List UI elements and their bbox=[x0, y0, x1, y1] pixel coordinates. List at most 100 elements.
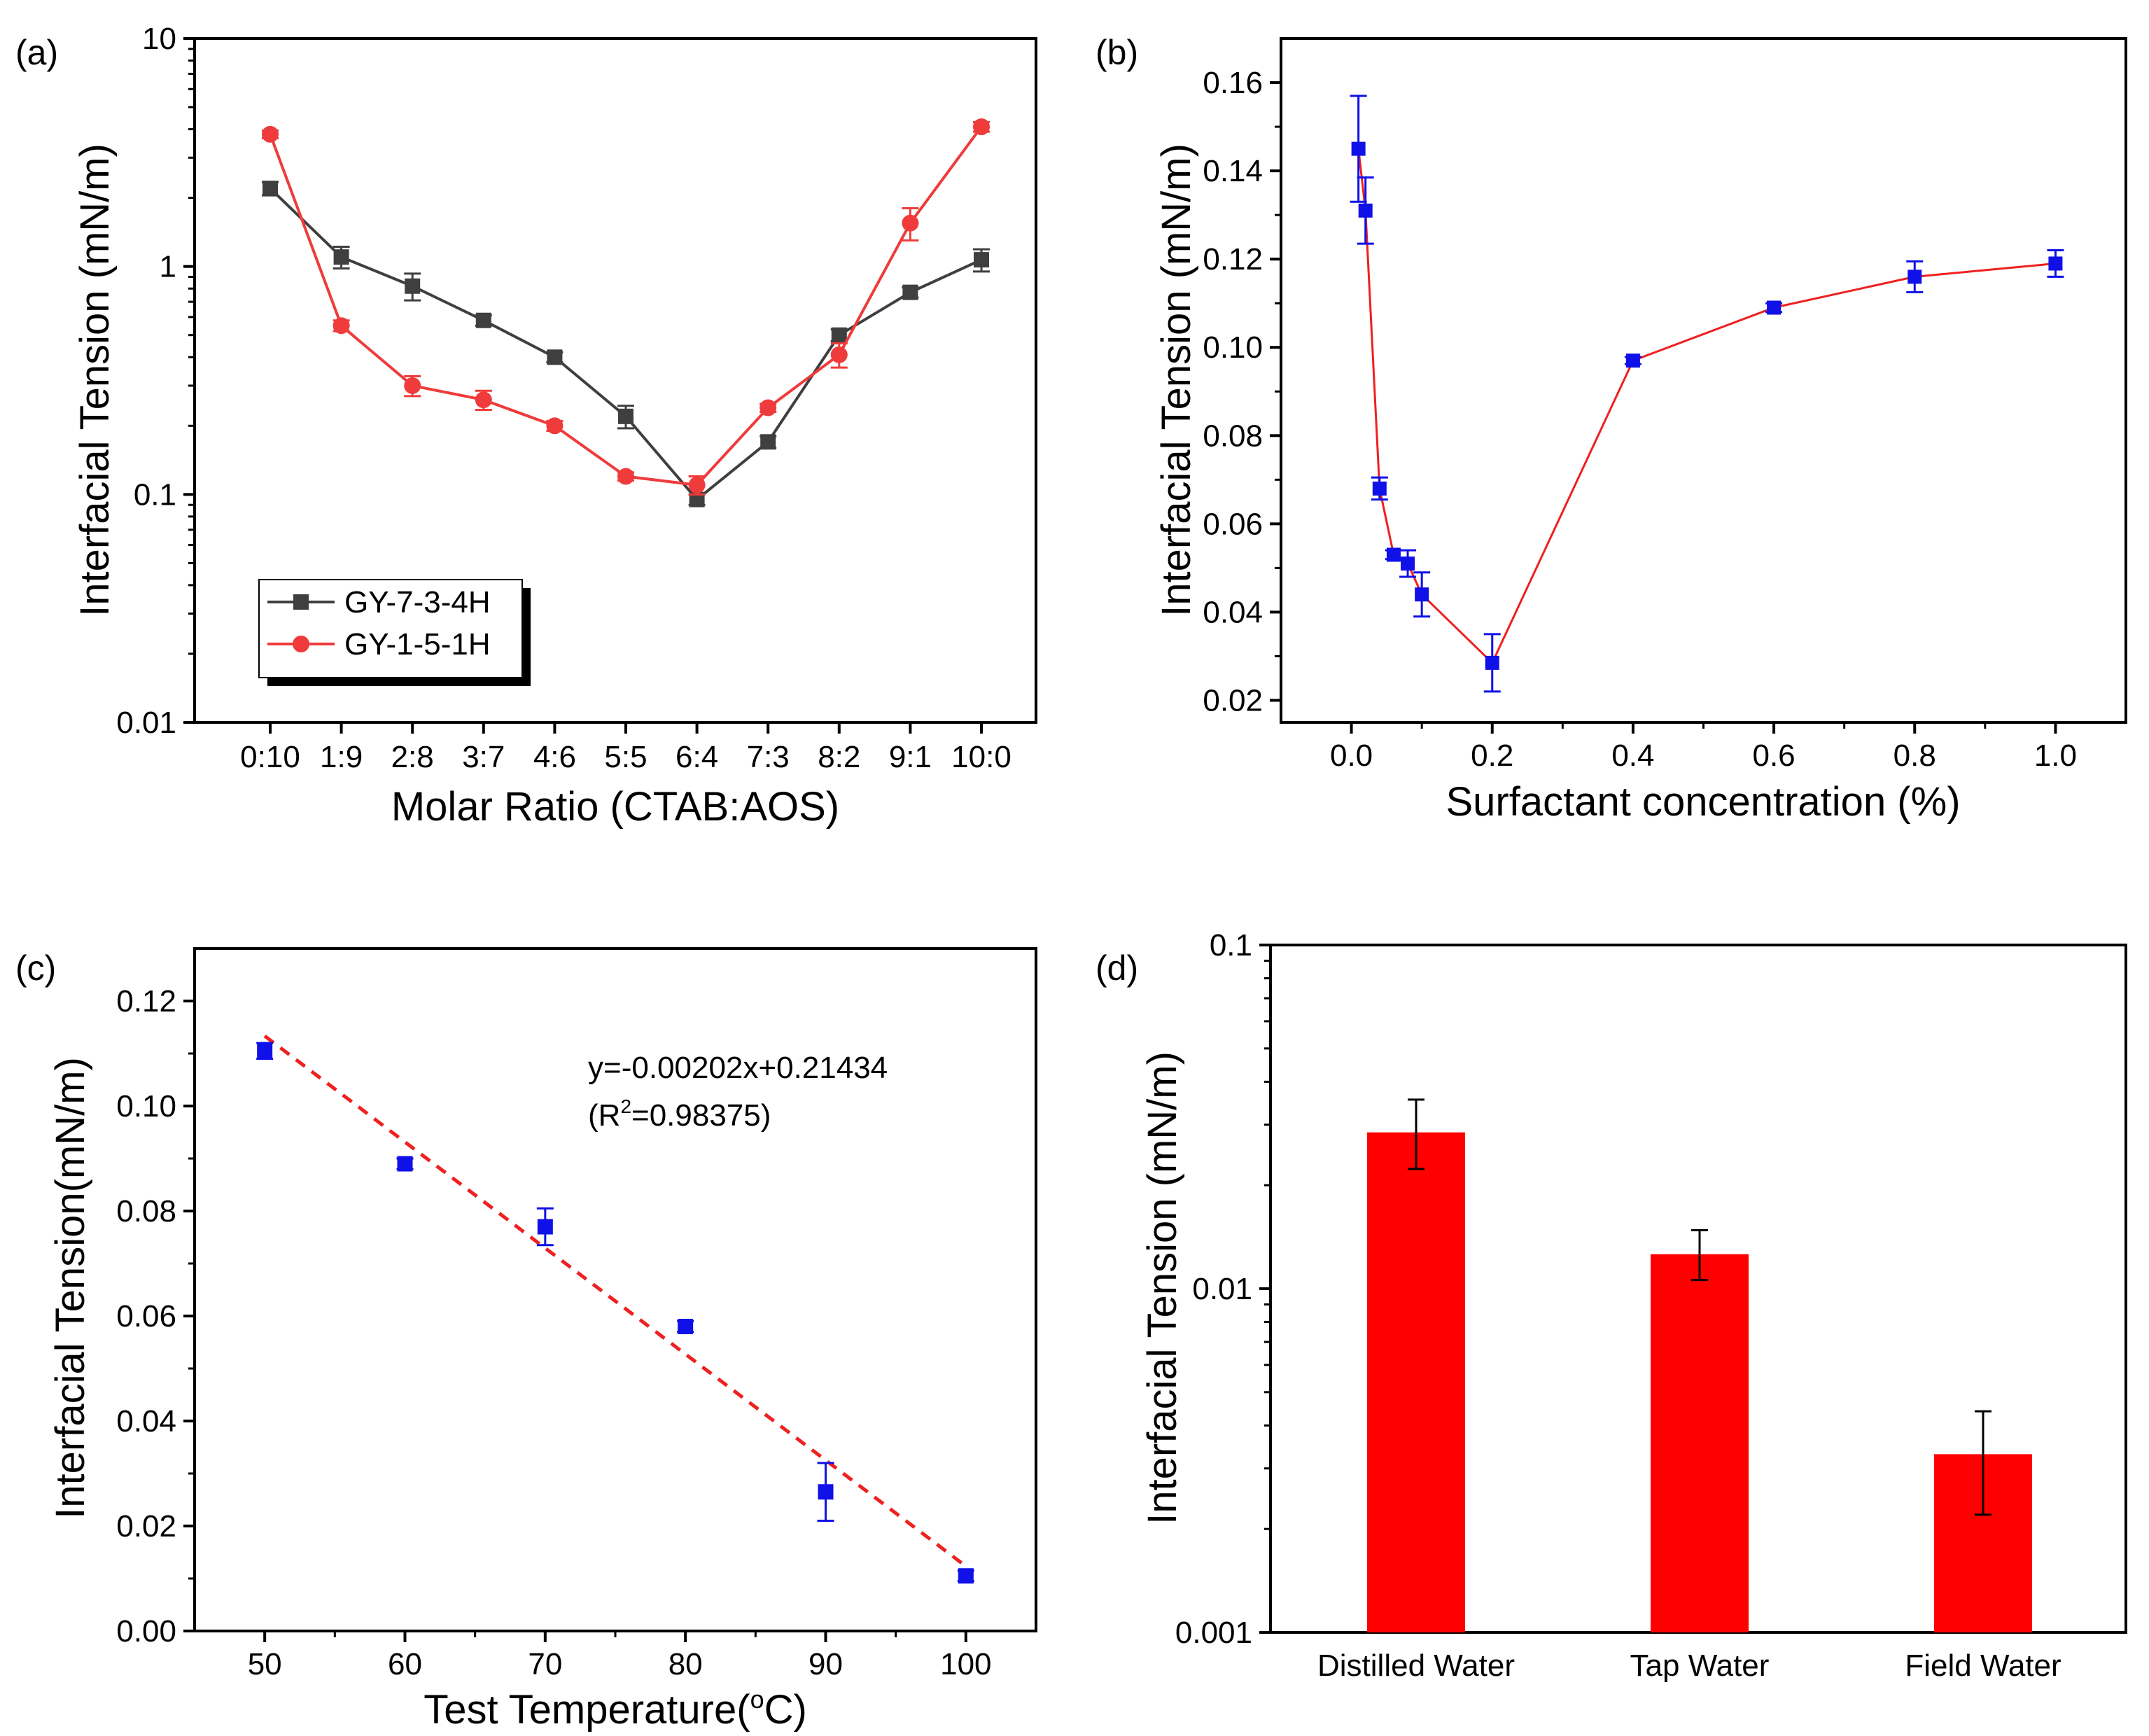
a-point-square bbox=[902, 284, 918, 300]
a-point-square bbox=[333, 249, 349, 265]
panel-b-ylabel: Interfacial Tension (mN/m) bbox=[1154, 144, 1199, 617]
panel-d: (d) 0.001 0.01 0.1 Distilled Water Tap Wate… bbox=[1096, 928, 2127, 1683]
r2-superscript: 2 bbox=[620, 1096, 631, 1117]
a-point-square bbox=[831, 327, 847, 343]
a-xtick-label: 3:7 bbox=[462, 740, 505, 774]
a-point-circle bbox=[332, 317, 350, 335]
panel-b-label: (b) bbox=[1096, 33, 1138, 72]
b-xtick-label: 0.4 bbox=[1611, 738, 1654, 773]
c-xtick-label: 70 bbox=[528, 1647, 562, 1681]
a-point-square bbox=[475, 312, 491, 328]
c-ytick-label: 0.04 bbox=[116, 1404, 176, 1438]
panel-a: (a) 0.01 0.1 1 10 0:10 1:9 2:8 3:7 4:6 5:5 6:4 7:3… bbox=[15, 22, 1037, 830]
c-point-square bbox=[397, 1156, 413, 1172]
a-point-square bbox=[547, 349, 563, 365]
b-point-square bbox=[1351, 141, 1366, 156]
b-xtick-label: 0.2 bbox=[1471, 738, 1513, 773]
c-point-square bbox=[818, 1484, 834, 1500]
xlabel-superscript: o bbox=[750, 1685, 764, 1714]
legend-marker-gy151h bbox=[293, 636, 309, 652]
a-point-square bbox=[689, 491, 705, 507]
a-ytick-label: 1 bbox=[160, 250, 176, 284]
b-ytick-label: 0.08 bbox=[1203, 419, 1263, 453]
b-point-square bbox=[1386, 547, 1401, 562]
a-ytick-label: 10 bbox=[142, 22, 176, 56]
a-point-circle bbox=[760, 399, 777, 416]
fit-equation: y=-0.00202x+0.21434 bbox=[588, 1051, 888, 1085]
a-xtick-label: 6:4 bbox=[676, 740, 718, 774]
c-ytick-label: 0.00 bbox=[116, 1614, 176, 1648]
d-xtick-label: Field Water bbox=[1905, 1648, 2061, 1683]
panel-a-label: (a) bbox=[15, 33, 58, 72]
a-ytick-label: 0.1 bbox=[134, 477, 176, 512]
c-xtick-label: 50 bbox=[248, 1647, 282, 1681]
panel-a-xlabel: Molar Ratio (CTAB:AOS) bbox=[391, 784, 839, 830]
b-ytick-label: 0.06 bbox=[1203, 507, 1263, 541]
a-point-circle bbox=[404, 377, 421, 394]
c-point-square bbox=[958, 1568, 974, 1584]
fit-r-squared: (R2=0.98375) bbox=[588, 1096, 771, 1133]
b-xtick-label: 0.0 bbox=[1330, 738, 1373, 773]
d-ytick-label: 0.01 bbox=[1192, 1272, 1252, 1306]
a-point-square bbox=[974, 252, 989, 268]
b-point-square bbox=[1907, 270, 1922, 284]
panel-a-legend: GY-7-3-4H GY-1-5-1H bbox=[258, 579, 531, 686]
a-point-square bbox=[618, 408, 634, 424]
a-xtick-label: 7:3 bbox=[747, 740, 790, 774]
a-point-square bbox=[262, 181, 278, 197]
xlabel-main: Test Temperature( bbox=[424, 1687, 750, 1732]
a-point-square bbox=[405, 278, 421, 294]
a-series-line-0 bbox=[269, 187, 982, 502]
c-ytick-label: 0.06 bbox=[116, 1299, 176, 1334]
a-xtick-label: 1:9 bbox=[320, 740, 363, 774]
legend-label-gy734h: GY-7-3-4H bbox=[344, 585, 491, 620]
legend-marker-gy734h bbox=[293, 594, 309, 610]
d-xtick-label: Distilled Water bbox=[1317, 1648, 1515, 1683]
b-point-square bbox=[1625, 354, 1640, 368]
r2-suffix: =0.98375) bbox=[631, 1098, 771, 1133]
c-xtick-label: 80 bbox=[668, 1647, 703, 1681]
panel-b: (b) 0.02 0.04 0.06 0.08 0.10 0.12 0.14 0.16 0.0… bbox=[1096, 33, 2127, 825]
a-series-line-1 bbox=[269, 125, 983, 486]
a-point-circle bbox=[546, 417, 564, 435]
b-point-square bbox=[1358, 203, 1373, 218]
d-ytick-label: 0.001 bbox=[1175, 1616, 1252, 1650]
panel-a-frame bbox=[193, 37, 1037, 724]
d-ytick-label: 0.1 bbox=[1210, 928, 1252, 962]
c-point-square bbox=[537, 1219, 553, 1235]
d-xtick-label: Tap Water bbox=[1630, 1648, 1770, 1683]
a-xtick-label: 2:8 bbox=[391, 740, 434, 774]
b-ytick-label: 0.02 bbox=[1203, 683, 1263, 718]
b-point-square bbox=[1767, 300, 1782, 315]
b-point-square bbox=[2048, 256, 2063, 271]
a-point-circle bbox=[973, 118, 990, 136]
b-ytick-label: 0.10 bbox=[1203, 330, 1263, 365]
a-point-circle bbox=[617, 468, 634, 485]
a-point-square bbox=[760, 434, 776, 450]
b-point-square bbox=[1415, 587, 1429, 602]
b-point-square bbox=[1372, 481, 1387, 496]
legend-label-gy151h: GY-1-5-1H bbox=[344, 627, 491, 662]
a-xtick-label: 10:0 bbox=[951, 740, 1011, 774]
panel-a-ylabel: Interfacial Tension (mN/m) bbox=[72, 144, 118, 617]
b-series-line bbox=[1357, 148, 2056, 665]
a-xtick-label: 0:10 bbox=[240, 740, 300, 774]
a-xtick-label: 9:1 bbox=[889, 740, 932, 774]
c-ytick-label: 0.10 bbox=[116, 1089, 176, 1124]
xlabel-end: C) bbox=[764, 1687, 807, 1732]
b-point-square bbox=[1485, 655, 1499, 670]
panel-b-xlabel: Surfactant concentration (%) bbox=[1446, 779, 1960, 825]
d-bar bbox=[1651, 1254, 1749, 1632]
c-ytick-label: 0.12 bbox=[116, 984, 176, 1018]
a-point-circle bbox=[688, 476, 706, 493]
b-ytick-label: 0.14 bbox=[1203, 154, 1263, 188]
d-bar bbox=[1367, 1132, 1465, 1632]
c-xtick-label: 90 bbox=[808, 1647, 843, 1681]
c-point-square bbox=[257, 1043, 273, 1059]
a-point-circle bbox=[830, 346, 848, 363]
b-ytick-label: 0.16 bbox=[1203, 66, 1263, 100]
panel-c-ylabel: Interfacial Tension(mN/m) bbox=[48, 1057, 93, 1519]
a-xtick-label: 5:5 bbox=[604, 740, 647, 774]
panel-c-fit-annotation: y=-0.00202x+0.21434 (R2=0.98375) bbox=[588, 1051, 888, 1133]
